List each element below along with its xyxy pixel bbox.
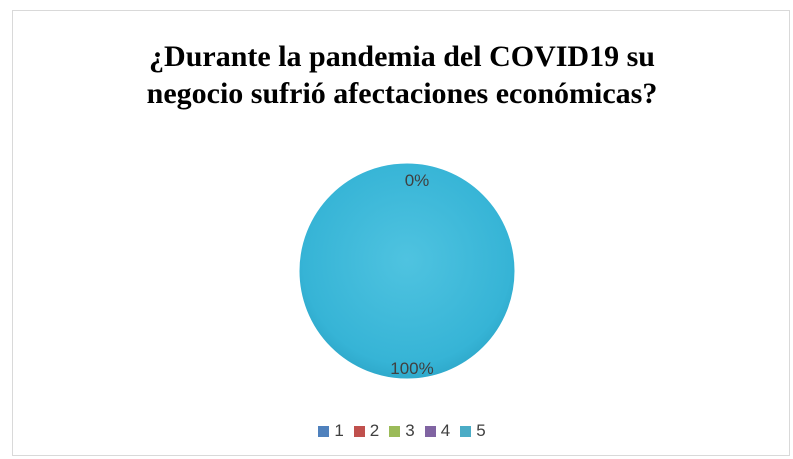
chart-title-line-2: negocio sufrió afectaciones económicas? — [146, 77, 658, 110]
legend-label-3: 3 — [405, 421, 415, 440]
data-label-2: 100% — [390, 359, 433, 378]
legend-swatch-4 — [424, 425, 436, 437]
legend-swatch-3 — [389, 425, 401, 437]
chart-area: ¿Durante la pandemia del COVID19 su nego… — [12, 10, 790, 456]
chart-title: ¿Durante la pandemia del COVID19 su nego… — [13, 38, 791, 112]
legend-item-1: 1 — [318, 421, 344, 441]
legend-item-5: 5 — [460, 421, 486, 441]
data-label-1: 0% — [405, 171, 430, 190]
legend-item-2: 2 — [353, 421, 380, 441]
legend-label-4: 4 — [440, 421, 451, 440]
pie-chart: 0% 100% — [298, 162, 516, 380]
legend-item-4: 4 — [424, 421, 451, 441]
legend-swatch-1 — [318, 425, 330, 437]
legend-label-2: 2 — [369, 421, 380, 440]
legend-label-5: 5 — [476, 421, 486, 440]
legend-swatch-2 — [353, 425, 365, 437]
legend-item-3: 3 — [389, 421, 415, 441]
chart-title-line-1: ¿Durante la pandemia del COVID19 su — [149, 40, 655, 73]
legend-swatch-5 — [460, 425, 472, 437]
chart-legend: 1 2 3 4 5 — [13, 421, 791, 441]
legend-label-1: 1 — [334, 421, 344, 440]
pie-slice-5 — [298, 162, 516, 380]
